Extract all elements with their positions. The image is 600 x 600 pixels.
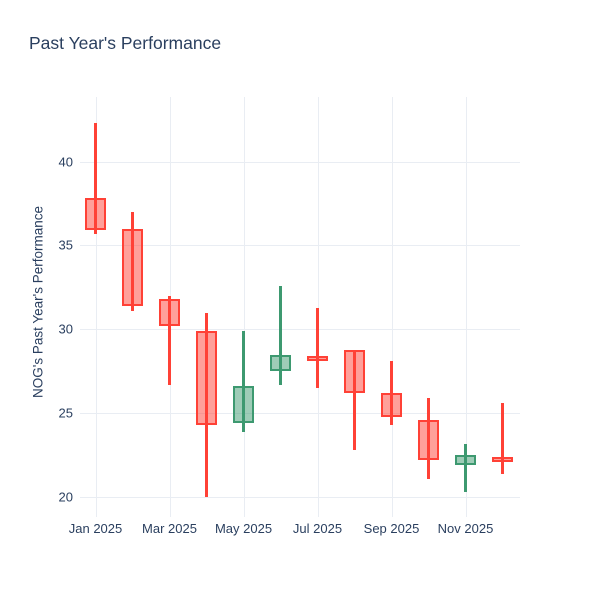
x-gridline xyxy=(95,97,97,517)
y-gridline xyxy=(80,497,520,499)
candle-wick-dec-2025 xyxy=(501,403,504,474)
y-tick-label: 20 xyxy=(58,489,73,505)
y-tick-label: 30 xyxy=(58,321,73,337)
candle-wick-jul-2025 xyxy=(316,307,319,389)
candle-wick-jan-2025 xyxy=(94,122,97,234)
y-gridline xyxy=(80,329,520,331)
chart-title: Past Year's Performance xyxy=(29,33,222,53)
candle-body-dec-2025[interactable] xyxy=(492,457,513,462)
candle-wick-jun-2025 xyxy=(279,285,282,385)
candle-body-sep-2025[interactable] xyxy=(381,393,402,417)
y-tick-label: 25 xyxy=(58,405,73,421)
candle-body-jun-2025[interactable] xyxy=(270,354,291,372)
candle-body-oct-2025[interactable] xyxy=(418,420,439,461)
candle-wick-aug-2025 xyxy=(353,349,356,451)
candle-wick-may-2025 xyxy=(242,331,245,432)
candle-body-may-2025[interactable] xyxy=(233,386,254,424)
x-tick-label: Nov 2025 xyxy=(437,521,494,536)
y-tick-label: 35 xyxy=(58,237,73,253)
x-tick-label: Mar 2025 xyxy=(142,521,197,536)
candle-wick-nov-2025 xyxy=(464,443,467,493)
candle-body-mar-2025[interactable] xyxy=(159,299,180,327)
x-gridline xyxy=(243,97,245,517)
x-tick-label: May 2025 xyxy=(214,521,273,536)
x-tick-label: Jan 2025 xyxy=(68,521,123,536)
candle-body-nov-2025[interactable] xyxy=(455,455,476,466)
plot-area[interactable] xyxy=(78,97,521,517)
candle-body-jul-2025[interactable] xyxy=(307,356,328,362)
x-gridline xyxy=(317,97,319,517)
candle-wick-mar-2025 xyxy=(168,295,171,385)
y-gridline xyxy=(80,245,520,247)
y-gridline xyxy=(80,413,520,415)
y-gridline xyxy=(80,161,520,163)
candle-body-aug-2025[interactable] xyxy=(344,349,365,394)
candle-body-jan-2025[interactable] xyxy=(85,198,106,231)
candle-body-feb-2025[interactable] xyxy=(122,228,143,306)
y-axis-title: NOG's Past Year's Performance xyxy=(30,206,46,398)
y-tick-label: 40 xyxy=(58,154,73,169)
x-tick-label: Jul 2025 xyxy=(292,521,343,536)
x-tick-label: Sep 2025 xyxy=(363,521,420,536)
x-gridline xyxy=(391,97,393,517)
candle-body-apr-2025[interactable] xyxy=(196,331,217,426)
x-gridline xyxy=(465,97,467,517)
